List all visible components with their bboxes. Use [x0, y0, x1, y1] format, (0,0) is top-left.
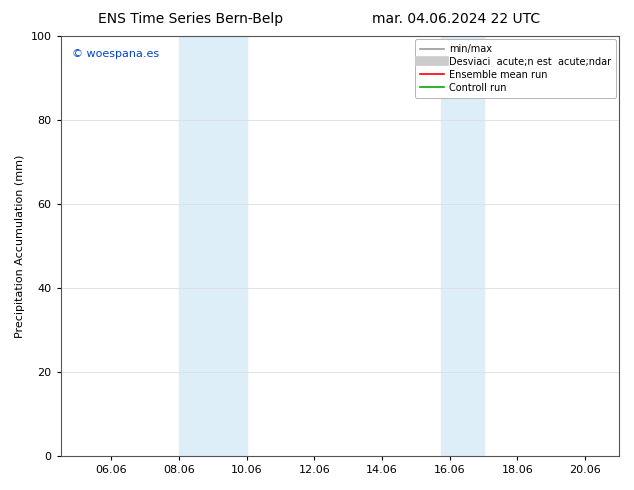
- Text: mar. 04.06.2024 22 UTC: mar. 04.06.2024 22 UTC: [372, 12, 541, 26]
- Text: © woespana.es: © woespana.es: [72, 49, 159, 59]
- Y-axis label: Precipitation Accumulation (mm): Precipitation Accumulation (mm): [15, 154, 25, 338]
- Text: ENS Time Series Bern-Belp: ENS Time Series Bern-Belp: [98, 12, 283, 26]
- Bar: [179, 36, 247, 456]
- Bar: [441, 36, 484, 456]
- Legend: min/max, Desviaci  acute;n est  acute;ndar, Ensemble mean run, Controll run: min/max, Desviaci acute;n est acute;ndar…: [415, 39, 616, 98]
